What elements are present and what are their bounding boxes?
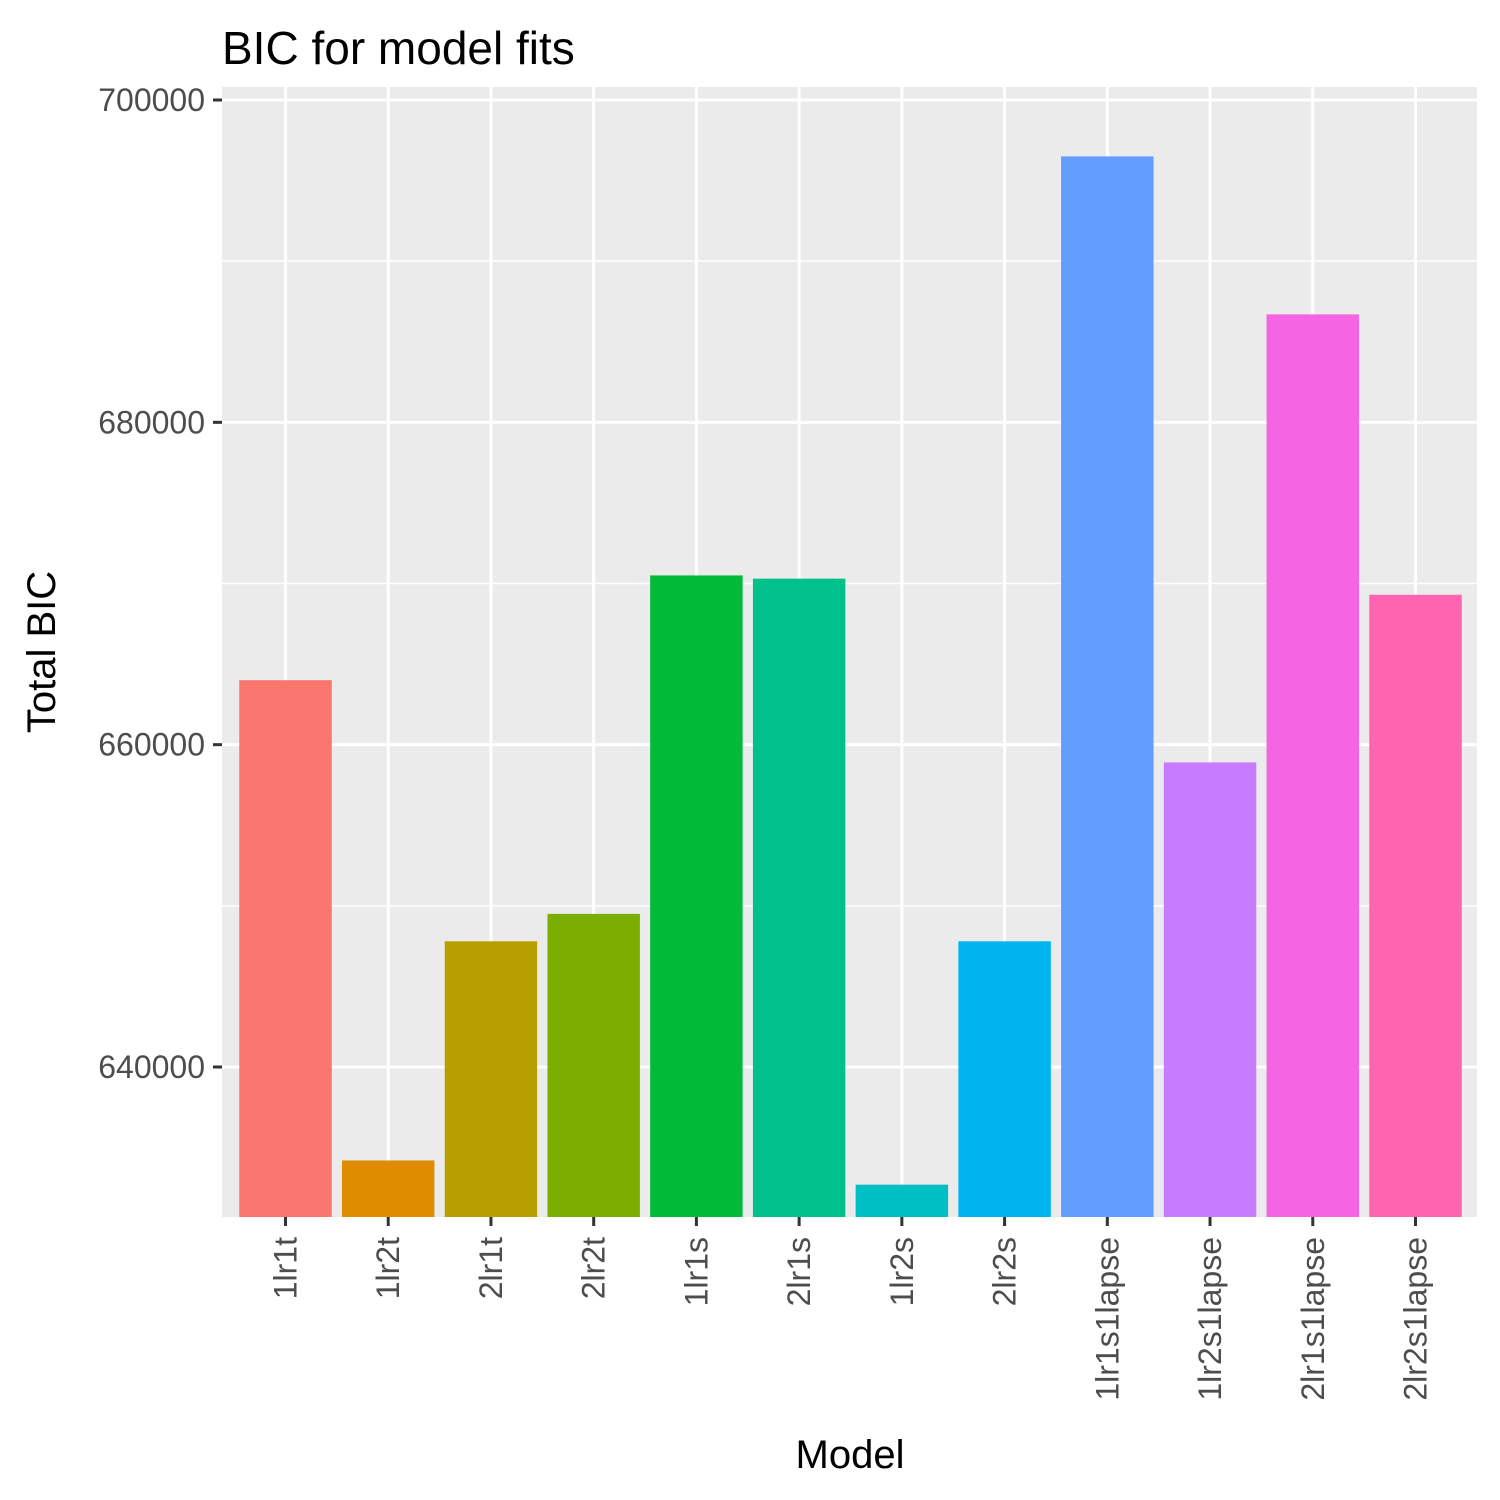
y-tick-label: 660000 <box>98 727 205 763</box>
x-tick-label: 2lr1t <box>473 1237 509 1299</box>
bar-1lr1t <box>239 680 332 1217</box>
bar-1lr2s <box>855 1184 949 1217</box>
bars-group <box>239 156 1462 1218</box>
bar-2lr2t <box>547 913 640 1217</box>
bar-2lr2s <box>958 941 1051 1217</box>
y-tick-label: 700000 <box>98 82 205 118</box>
x-tick-label: 1lr2s1lapse <box>1192 1237 1228 1401</box>
x-axis-title: Model <box>796 1433 905 1477</box>
bar-2lr1s1lapse <box>1266 314 1359 1217</box>
bar-2lr2s1lapse <box>1369 594 1462 1217</box>
x-tick-label: 2lr1s <box>781 1237 817 1306</box>
bar-1lr1s1lapse <box>1061 156 1154 1218</box>
bar-1lr1s <box>650 575 743 1217</box>
y-tick-label: 640000 <box>98 1049 205 1085</box>
x-tick-label: 2lr2t <box>576 1237 612 1299</box>
x-tick-label: 2lr2s1lapse <box>1398 1237 1434 1401</box>
x-tick-label: 1lr2t <box>370 1237 406 1299</box>
chart-title: BIC for model fits <box>222 22 575 74</box>
x-tick-label: 1lr1s1lapse <box>1089 1237 1125 1401</box>
bar-2lr1s <box>752 578 846 1217</box>
x-tick-label: 2lr2s <box>987 1237 1023 1306</box>
x-tick-label: 1lr2s <box>884 1237 920 1306</box>
bar-1lr2s1lapse <box>1163 762 1257 1217</box>
x-tick-label: 1lr1s <box>678 1237 714 1306</box>
x-tick-label: 2lr1s1lapse <box>1295 1237 1331 1401</box>
bar-1lr2t <box>342 1160 435 1217</box>
x-axis: 1lr1t 1lr2t 2lr1t 2lr2t 1lr1s 2lr1s 1lr2s 2lr2s… <box>268 1217 1434 1401</box>
x-tick-label: 1lr1t <box>268 1237 304 1299</box>
y-tick-label: 680000 <box>98 404 205 440</box>
y-axis-title: Total BIC <box>20 571 64 733</box>
y-axis: 640000 660000 680000 700000 <box>98 82 222 1085</box>
bar-2lr1t <box>444 941 538 1217</box>
